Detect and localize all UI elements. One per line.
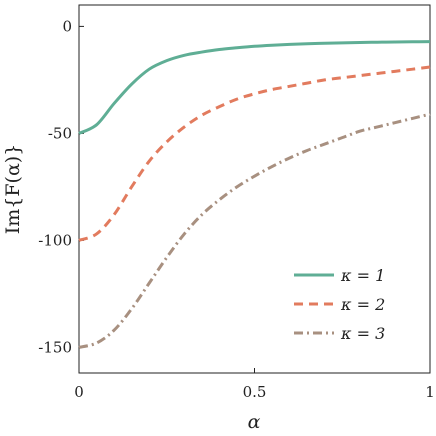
y-tick-label: 0 xyxy=(62,17,72,35)
legend: κ = 1 κ = 2 κ = 3 xyxy=(294,266,385,343)
series-lines xyxy=(78,40,431,349)
series-line-1 xyxy=(78,40,431,135)
y-tick-label: -150 xyxy=(38,338,72,356)
y-tick-label: -100 xyxy=(38,231,72,249)
series-line-3 xyxy=(78,112,431,349)
legend-label-1: κ = 1 xyxy=(340,266,385,285)
x-tick-label: 0 xyxy=(74,383,84,401)
x-axis-label: α xyxy=(248,411,261,433)
y-tick-label: -50 xyxy=(48,124,72,142)
x-tick-label: 0.5 xyxy=(243,383,267,401)
series-line-2 xyxy=(78,65,431,242)
x-tick-label: 1 xyxy=(425,383,435,401)
axis-ticks: 0 0.5 1 0 -50 -100 -150 xyxy=(38,17,434,401)
y-axis-label: Im{F(α)} xyxy=(2,144,24,235)
legend-label-2: κ = 2 xyxy=(340,295,385,314)
legend-label-3: κ = 3 xyxy=(340,324,385,343)
